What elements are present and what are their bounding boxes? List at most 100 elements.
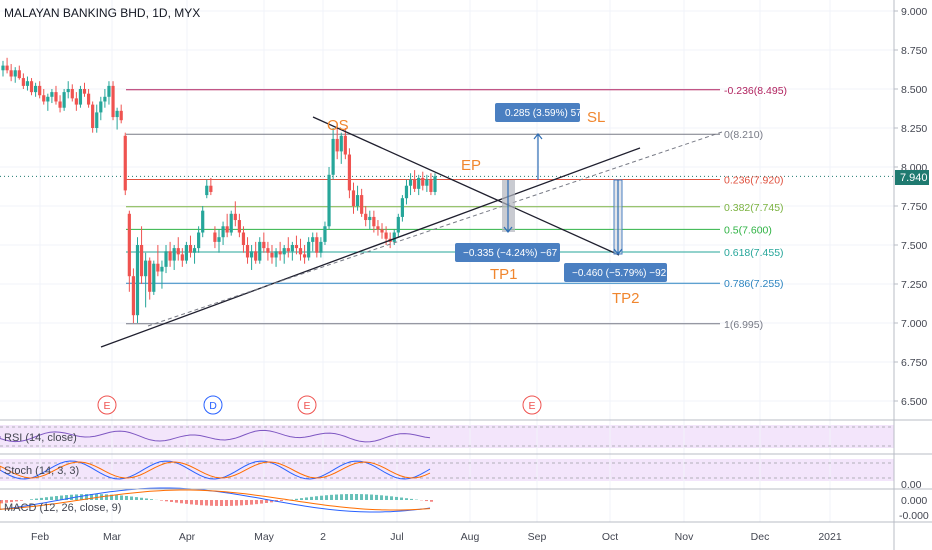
candle-body — [82, 89, 87, 94]
candle — [9, 64, 13, 82]
sl-measure-box[interactable]: 0.285 (3.59%) 57 — [495, 103, 582, 122]
candle — [233, 201, 237, 227]
candle-body — [290, 245, 294, 252]
event-marker-0[interactable]: E — [97, 395, 117, 415]
candle — [270, 245, 274, 264]
candle — [176, 237, 180, 261]
rsi-line — [0, 429, 431, 443]
candle-body — [217, 237, 221, 242]
candle-body — [294, 245, 299, 249]
candle-body — [315, 237, 319, 253]
macd-hist-bar — [375, 494, 378, 500]
macd-hist-bar — [220, 500, 223, 506]
tp1-arrow — [503, 180, 513, 233]
event-marker-2[interactable]: E — [297, 395, 317, 415]
macd-hist-bar — [30, 499, 33, 500]
candle — [425, 174, 429, 192]
time-tick-2: 2 — [320, 531, 326, 543]
candle-body — [266, 248, 270, 253]
candle — [205, 179, 209, 199]
candle-body — [86, 93, 91, 105]
candle — [396, 213, 400, 238]
candle-body — [91, 104, 95, 128]
candle — [262, 232, 266, 253]
ascending-trendline[interactable] — [100, 147, 641, 348]
macd-hist-bar — [210, 500, 213, 506]
indicators — [0, 426, 894, 513]
macd-hist-bar — [80, 494, 83, 500]
candle — [42, 89, 46, 105]
macd-hist-bar — [85, 494, 88, 500]
candle-body — [392, 232, 396, 242]
candle — [17, 65, 21, 80]
candle-body — [343, 135, 347, 155]
descending-trendline[interactable] — [312, 116, 620, 256]
candle-body — [152, 263, 156, 292]
time-axis[interactable]: Feb Mar Apr May 2 Jul Aug Sep Oct Nov Dec 2021 — [31, 531, 842, 543]
candle — [25, 76, 30, 91]
time-tick-dec: Dec — [751, 531, 770, 543]
candle — [38, 81, 42, 99]
candle — [421, 171, 425, 191]
macd-hist-bar — [150, 499, 153, 500]
candle-body — [99, 101, 103, 113]
candle-body — [254, 251, 258, 261]
macd-hist-bar — [305, 497, 308, 500]
macd-hist-bar — [250, 500, 253, 505]
candle-body — [144, 260, 148, 277]
candle-body — [298, 248, 303, 255]
candle-body — [42, 95, 46, 102]
candle — [404, 179, 409, 205]
candle-body — [205, 185, 209, 196]
event-marker-3[interactable]: E — [522, 395, 542, 415]
event-marker-1[interactable]: D — [203, 395, 223, 415]
candle-body — [258, 241, 262, 261]
candle — [380, 223, 384, 239]
candle-body — [21, 78, 25, 86]
stoch-label: Stoch (14, 3, 3) — [4, 465, 79, 477]
candle — [327, 167, 331, 230]
macd-hist-bar — [10, 500, 13, 503]
candle-body — [119, 110, 123, 121]
price-tick-8-250: 8.250 — [901, 123, 927, 135]
time-tick-feb: Feb — [31, 531, 49, 543]
macd-hist-bar — [235, 500, 238, 506]
candle-body — [396, 216, 400, 233]
candle — [168, 241, 172, 267]
macd-hist-bar — [140, 497, 143, 500]
macd-hist-bar — [390, 496, 393, 500]
candle — [286, 237, 290, 258]
candle — [237, 213, 241, 238]
macd-hist-bar — [340, 494, 343, 500]
macd-label: MACD (12, 26, close, 9) — [4, 502, 121, 514]
macd-hist-bar — [185, 500, 188, 504]
macd-hist-bar — [60, 495, 63, 500]
macd-hist-bar — [300, 498, 303, 500]
candle-body — [58, 101, 62, 108]
macd-hist-bar — [345, 494, 348, 500]
candle — [250, 245, 254, 270]
candle-body — [66, 89, 70, 93]
macd-hist-bar — [55, 496, 58, 500]
dashed-trendline[interactable] — [147, 131, 723, 327]
candle-body — [307, 241, 311, 258]
macd-hist-bar — [370, 494, 373, 500]
macd-hist-bar — [5, 500, 8, 503]
candle — [408, 173, 413, 196]
candle-body — [25, 81, 30, 86]
tp2-arrow — [613, 180, 623, 255]
macd-hist-bar — [190, 500, 193, 505]
drawings[interactable] — [100, 116, 723, 348]
fib-label-6: 0.786(7.255) — [724, 278, 784, 290]
candle — [315, 232, 319, 258]
candle — [103, 89, 107, 108]
price-tick-6-500: 6.500 — [901, 396, 927, 408]
tp1-measure-box[interactable]: −0.335 (−4.24%) −67 — [455, 243, 560, 262]
macd-hist-bar — [65, 495, 68, 500]
candle — [258, 237, 262, 264]
tp2-measure-box[interactable]: −0.460 (−5.79%) −92 — [564, 263, 667, 282]
macd-hist-bar — [145, 498, 148, 500]
svg-text:E: E — [303, 400, 310, 412]
macd-hist-bar — [215, 500, 218, 506]
